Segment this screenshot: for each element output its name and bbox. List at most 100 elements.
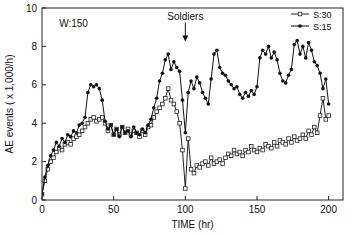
data-point: [55, 141, 59, 145]
data-point: [192, 171, 196, 175]
data-point: [172, 60, 176, 64]
data-point: [63, 141, 67, 145]
data-point: [247, 150, 251, 154]
data-point: [115, 127, 119, 131]
data-point: [161, 71, 165, 75]
data-point: [215, 48, 219, 52]
data-point: [146, 123, 150, 127]
data-point: [313, 125, 317, 129]
data-point: [318, 114, 322, 118]
data-point: [278, 71, 282, 75]
data-point: [313, 60, 317, 64]
data-point: [92, 116, 96, 120]
data-point: [284, 81, 288, 85]
data-point: [209, 77, 213, 81]
data-point: [42, 192, 44, 196]
data-point: [152, 106, 156, 110]
data-point: [100, 116, 104, 120]
data-point: [163, 96, 167, 100]
data-point: [100, 98, 104, 102]
data-point: [115, 127, 119, 131]
data-point: [109, 123, 113, 127]
legend-marker: [298, 12, 302, 16]
data-point: [255, 150, 259, 154]
annotation: W:150: [59, 18, 88, 29]
data-point: [169, 98, 173, 102]
data-point: [261, 48, 265, 52]
data-point: [287, 137, 291, 141]
data-point: [166, 52, 170, 56]
data-point: [175, 110, 179, 114]
data-point: [186, 91, 190, 95]
data-point: [109, 123, 113, 127]
plot-frame: [42, 8, 343, 200]
data-point: [155, 96, 159, 100]
data-point: [80, 121, 84, 125]
data-point: [238, 150, 242, 154]
data-point: [218, 66, 222, 70]
data-point: [224, 156, 228, 160]
data-point: [252, 93, 256, 97]
data-point: [238, 93, 242, 97]
data-point: [143, 131, 147, 135]
y-tick: [42, 161, 46, 162]
legend-label: S:30: [313, 10, 332, 20]
y-tick: [42, 8, 46, 9]
data-point: [43, 175, 47, 179]
data-point: [244, 91, 248, 95]
data-point: [290, 141, 294, 145]
y-tick-label: 6: [31, 79, 37, 90]
data-point: [229, 154, 233, 158]
data-point: [75, 131, 79, 135]
data-point: [275, 58, 279, 62]
data-point: [304, 137, 308, 141]
data-point: [324, 118, 328, 122]
data-point: [60, 137, 64, 141]
data-point: [198, 81, 202, 85]
data-point: [310, 133, 314, 137]
data-point: [261, 148, 265, 152]
data-point: [301, 133, 305, 137]
data-point: [155, 110, 159, 114]
data-point: [249, 144, 253, 148]
data-point: [295, 39, 299, 43]
data-point: [118, 135, 122, 139]
y-tick-label: 8: [31, 41, 37, 52]
data-point: [186, 137, 190, 141]
x-axis-label: TIME (hr): [171, 219, 213, 230]
data-point: [86, 121, 90, 125]
data-point: [181, 148, 185, 152]
data-point: [80, 129, 84, 133]
data-point: [120, 125, 124, 129]
data-point: [232, 148, 236, 152]
x-tick: [113, 196, 114, 200]
data-point: [292, 43, 296, 47]
data-point: [42, 192, 44, 196]
data-point: [321, 96, 325, 100]
data-point: [327, 102, 331, 106]
data-point: [141, 127, 145, 131]
y-tick-label: 2: [31, 156, 37, 167]
data-point: [290, 68, 294, 72]
data-point: [310, 48, 314, 52]
x-tick-label: 0: [39, 204, 45, 215]
data-point: [52, 148, 56, 152]
data-point: [227, 79, 231, 83]
data-point: [204, 160, 208, 164]
x-tick: [257, 196, 258, 200]
y-tick: [42, 200, 46, 201]
data-point: [264, 52, 268, 56]
data-point: [241, 154, 245, 158]
data-point: [86, 91, 90, 95]
data-point: [112, 133, 116, 137]
plot-area: [42, 39, 330, 196]
series-line: [42, 41, 329, 195]
chart: 0246810050100150200TIME (hr)AE events ( …: [0, 0, 360, 236]
data-point: [221, 162, 225, 166]
data-point: [287, 73, 291, 77]
annotation: Soldiers: [167, 11, 203, 22]
data-point: [132, 125, 136, 129]
data-point: [189, 79, 193, 83]
data-point: [301, 45, 305, 49]
data-point: [163, 58, 167, 62]
